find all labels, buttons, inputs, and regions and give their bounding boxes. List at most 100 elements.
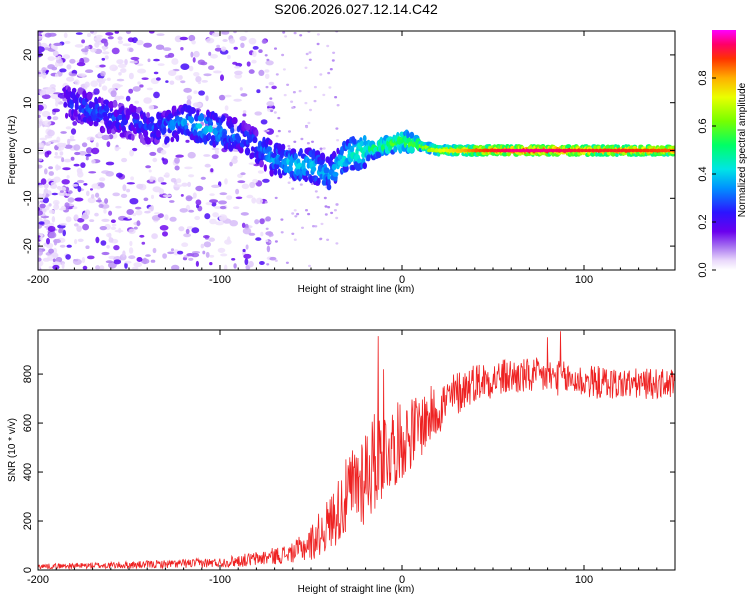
spectrogram-cell [331,59,335,62]
snr-y-tick-label: 800 [22,365,34,383]
spectrogram-cell [169,200,175,203]
spectrogram-cell [55,164,60,171]
spectrogram-ridge-cell [93,120,99,127]
spectrogram-cell [190,252,200,258]
spectrogram-cell [296,212,300,216]
spectrogram-cell [187,181,192,187]
spectrogram-cell [77,218,85,223]
spectrogram-cell [102,45,107,51]
spectrogram-cell [53,155,63,159]
spectrogram-cell [73,214,79,221]
spectrogram-cell [70,128,77,135]
spectrogram-ridge-cell [362,135,367,142]
spectrogram-cell [38,144,44,148]
spectrogram-cell [149,177,154,182]
spectrogram-cell [144,210,151,214]
spectrogram-cell [129,149,135,157]
spectrogram-cell [42,120,52,126]
spectrogram-cell [65,216,72,223]
spectrogram-cell [95,199,102,203]
spectrogram-cell [38,184,44,188]
spectrogram-cell [287,144,291,148]
spectrogram-cell [59,151,64,156]
spectrogram-cell [217,247,226,253]
spectrogram-cell [292,91,296,94]
spectrogram-cell [258,69,265,76]
spectrogram-cell [112,192,120,197]
spectrogram-cell [214,149,219,155]
spectrogram-cell [248,232,256,236]
spectrogram-cell [89,31,95,34]
spectrogram-cell [128,255,136,260]
spectrogram-cell [264,73,270,80]
spectrogram-cell [203,241,212,248]
spectrogram-ridge-cell [173,105,177,114]
spectrogram-cell [291,187,295,190]
spectrogram-cell [305,125,309,129]
spectrogram-cell [195,199,202,206]
spectrogram-cell [72,258,82,265]
spectrogram-ridge-cell [273,168,278,176]
spectrogram-cell [76,179,85,184]
spectrogram-cell [193,50,200,58]
spectrogram-cell [52,44,57,50]
spectrogram-cell [101,85,108,91]
snr-x-ticks: -200 -100 0 100 [27,330,676,586]
spectrogram-ridge-cell [196,123,203,129]
spectrogram-cell [80,162,86,169]
spectrogram-cell [208,51,212,56]
spectrogram-cell [174,157,180,164]
spectrogram-ridge-core [474,148,479,153]
spectrogram-ridge-cell [293,153,298,160]
spectrogram-ridge-cell [112,99,118,108]
spectrogram-cell [132,147,138,152]
spectrogram-cell [71,184,79,187]
spectrogram-ridge-cell [103,115,110,122]
spectrogram-cell [95,34,103,38]
spectrogram-cell [64,40,71,44]
spectrogram-cell [326,44,330,48]
spectrogram-cell [287,147,291,150]
spectrogram-cell [110,226,117,230]
spectrogram-cell [162,231,168,237]
spectrogram-cell [130,56,140,61]
spectrogram-cell [50,139,59,143]
spectrogram-cell [319,149,323,152]
spectrogram-cell [213,70,222,74]
spectrogram-cell [268,233,274,237]
spectrogram-cell [330,211,334,215]
spectrogram-cell [61,179,70,185]
spectrogram-cell [69,73,77,76]
spectrogram-cell [82,223,89,231]
spectrogram-cell [135,210,143,216]
spectrogram-cell [183,233,192,238]
spectrogram-marks [38,31,675,270]
spectrogram-cell [53,42,63,47]
spectrogram-cell [48,203,52,207]
spectrogram-cell [164,214,169,221]
spectrogram-cell [66,76,75,82]
spectrogram-cell [260,119,268,125]
spectrogram-cell [52,258,56,263]
spectrogram-ridge-cell [100,97,104,106]
spectrogram-cell [233,98,242,102]
spectrogram-ridge-cell [375,151,382,159]
spectrogram-cell [66,244,72,248]
spectrogram-cell [170,178,177,183]
spectrogram-x-tick-label: 0 [399,274,405,286]
spectrogram-cell [308,264,311,268]
spectrogram-ridge-core [437,148,443,153]
spectrogram-cell [39,89,47,96]
spectrogram-cell [116,172,123,178]
spectrogram-cell [188,174,195,178]
spectrogram-cell [76,225,82,232]
spectrogram-cell [167,52,175,58]
spectrogram-cell [184,166,193,170]
spectrogram-cell [240,42,245,48]
spectrogram-cell [173,184,183,188]
spectrogram-cell [169,216,177,222]
spectrogram-cell [205,37,215,44]
spectrogram-cell [66,175,70,179]
spectrogram-cell [115,205,122,209]
spectrogram-cell [202,250,206,255]
